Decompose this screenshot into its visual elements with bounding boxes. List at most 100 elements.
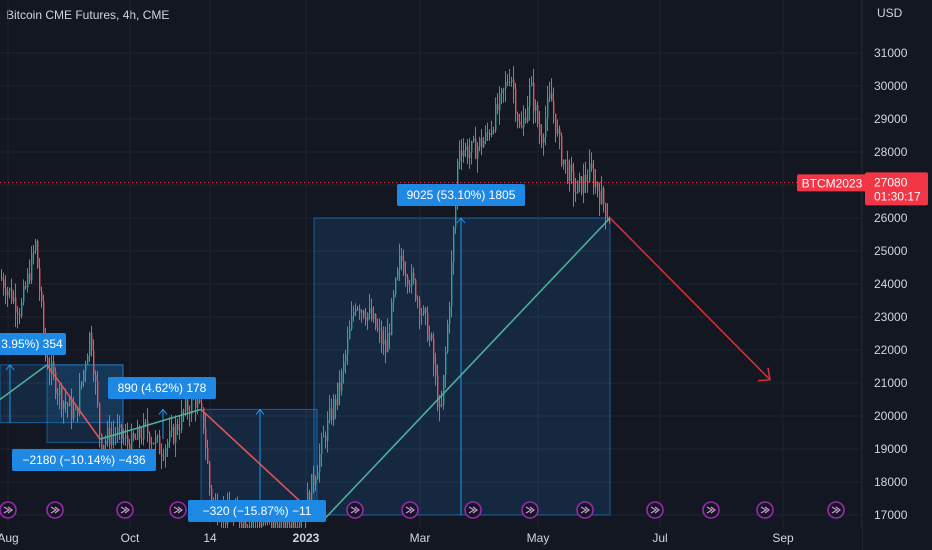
event-marker-icon[interactable] (827, 501, 845, 519)
candle-body (151, 442, 153, 445)
candle-body (35, 240, 37, 251)
candle-body (487, 132, 489, 134)
event-marker-icon[interactable] (464, 501, 482, 519)
candle-body (591, 163, 593, 169)
y-tick-label: 31000 (874, 46, 908, 60)
candle-body (409, 284, 411, 287)
measure-label: 9025 (53.10%) 1805 (407, 188, 516, 202)
candle-body (575, 192, 577, 194)
candle-body (379, 329, 381, 331)
candle-body (537, 104, 539, 124)
event-marker-icon[interactable] (169, 501, 187, 519)
candle-body (533, 82, 535, 112)
candle-body (181, 410, 183, 430)
measure-arrowhead (5, 364, 15, 371)
candle-body (507, 81, 509, 83)
candle-body (395, 278, 397, 295)
candle-body (461, 150, 463, 157)
candle-body (273, 519, 275, 530)
candle-body (503, 88, 505, 90)
candle-body (71, 398, 73, 419)
x-tick-label: Aug (0, 531, 19, 545)
candle-body (333, 399, 335, 421)
candle-body (89, 333, 91, 356)
measure-label: −320 (−15.87%) −11 (203, 504, 312, 518)
candle-body (483, 140, 485, 148)
candle-body (499, 93, 501, 111)
y-tick-label: 29000 (874, 112, 908, 126)
candle-body (447, 323, 449, 352)
y-tick-label: 26000 (874, 211, 908, 225)
candle-body (607, 217, 609, 220)
measure-label-box (188, 500, 326, 522)
candle-body (415, 280, 417, 300)
event-marker-icon[interactable] (116, 501, 134, 519)
event-marker-icon[interactable] (346, 501, 364, 519)
candle-body (119, 424, 121, 428)
candle-body (67, 403, 69, 407)
price-tag-value: 27080 (874, 175, 908, 189)
candle-body (593, 168, 595, 187)
candle-body (467, 146, 469, 158)
candle-body (383, 339, 385, 345)
candle-body (375, 314, 377, 329)
event-marker-icon[interactable] (756, 501, 774, 519)
candle-body (585, 174, 587, 182)
candle-body (111, 435, 113, 446)
candle-body (261, 522, 263, 527)
event-marker-icon[interactable] (646, 501, 664, 519)
y-tick-label: 21000 (874, 376, 908, 390)
x-tick-label: 14 (203, 531, 217, 545)
candle-body (141, 438, 143, 440)
candle-body (357, 308, 359, 310)
candle-body (453, 227, 455, 262)
x-tick-label: Oct (121, 531, 140, 545)
candle-body (419, 299, 421, 316)
event-marker-glyph (760, 506, 770, 514)
candle-body (495, 103, 497, 131)
candle-body (17, 312, 19, 315)
candle-body (165, 447, 167, 457)
event-marker-icon[interactable] (46, 501, 64, 519)
candle-body (297, 526, 299, 528)
candle-body (83, 370, 85, 382)
event-marker-icon[interactable] (576, 501, 594, 519)
candle-body (7, 291, 9, 296)
candle-body (241, 523, 243, 528)
candle-body (19, 314, 21, 316)
event-marker-glyph (405, 506, 415, 514)
candle-body (47, 357, 49, 368)
candle-body (249, 526, 251, 528)
candle-body (27, 273, 29, 288)
candle-body (207, 447, 209, 464)
event-marker-icon[interactable] (521, 501, 539, 519)
candle-body (185, 398, 187, 412)
candle-body (61, 388, 63, 409)
candle-body (23, 285, 25, 303)
candle-body (209, 463, 211, 489)
candle-body (195, 398, 197, 408)
candle-body (127, 435, 129, 445)
candle-body (451, 261, 453, 307)
event-marker-icon[interactable] (702, 501, 720, 519)
y-tick-label: 19000 (874, 442, 908, 456)
event-marker-glyph (831, 506, 841, 514)
event-marker-glyph (120, 506, 130, 514)
candle-body (361, 310, 363, 313)
candle-body (481, 138, 483, 148)
candle-body (351, 315, 353, 330)
candle-body (153, 442, 155, 444)
event-marker-glyph (650, 506, 660, 514)
price-tag-countdown: 01:30:17 (874, 189, 921, 203)
candle-body (105, 440, 107, 445)
candle-body (87, 355, 89, 366)
candle-body (377, 328, 379, 330)
event-marker-icon[interactable] (401, 501, 419, 519)
candle-body (335, 399, 337, 406)
candle-body (587, 181, 589, 183)
event-marker-icon[interactable] (0, 501, 17, 519)
candle-body (103, 444, 105, 452)
candle-body (163, 456, 165, 458)
candle-body (479, 138, 481, 147)
